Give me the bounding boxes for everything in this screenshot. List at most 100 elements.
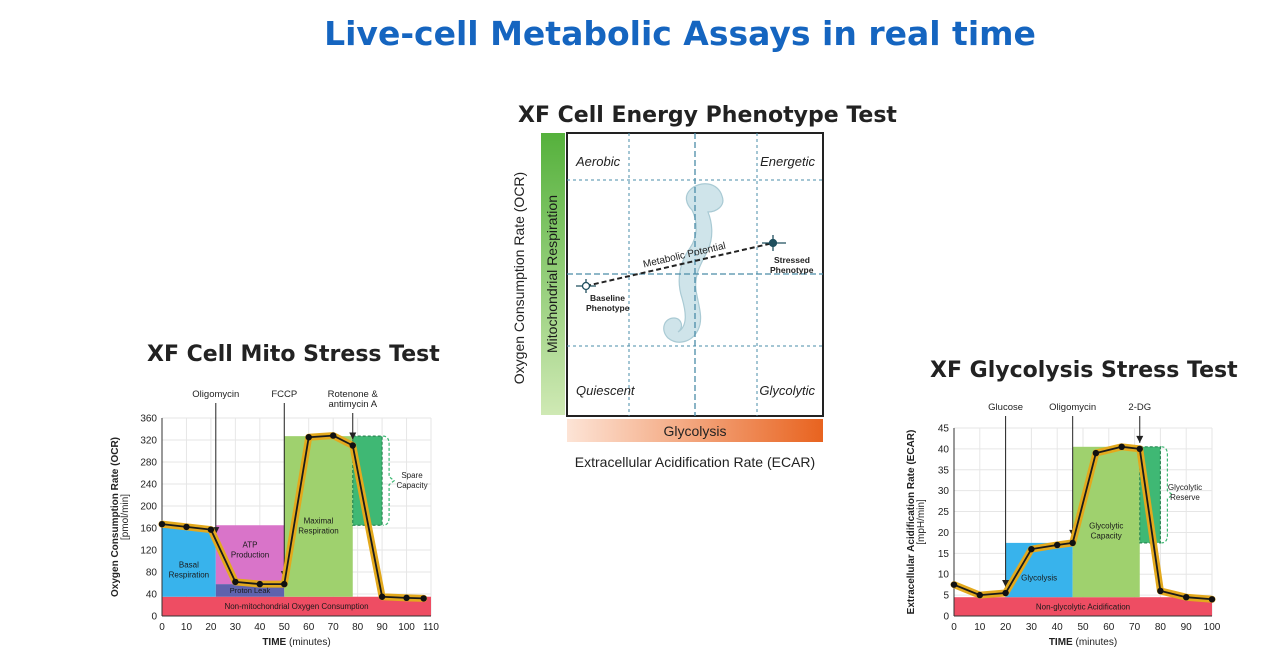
region-label: Non-glycolytic Acidification bbox=[1036, 602, 1130, 611]
data-point bbox=[329, 432, 337, 439]
y-tick-label: 240 bbox=[140, 480, 157, 491]
data-point bbox=[1208, 596, 1216, 603]
x-tick-label: 80 bbox=[1155, 622, 1167, 633]
data-point bbox=[1069, 539, 1076, 547]
data-point bbox=[1054, 541, 1061, 549]
y-tick-label: 320 bbox=[140, 436, 157, 447]
x-tick-label: 100 bbox=[1204, 622, 1221, 633]
data-point bbox=[378, 593, 386, 600]
basal-respiration-region bbox=[162, 528, 216, 597]
x-tick-label: 30 bbox=[1026, 622, 1038, 633]
region-label: Maximal bbox=[304, 517, 334, 526]
y-tick-label: 0 bbox=[943, 612, 949, 623]
stressed-label-2: Phenotype bbox=[770, 265, 814, 275]
baseline-label-2: Phenotype bbox=[586, 303, 630, 313]
spare-capacity-label: Capacity bbox=[396, 481, 427, 490]
injection-arrowhead bbox=[1002, 580, 1010, 588]
y-axis-label: Extracellular Acidification Rate (ECAR) bbox=[906, 430, 917, 615]
region-label: Respiration bbox=[169, 571, 209, 580]
x-tick-label: 60 bbox=[1103, 622, 1115, 633]
x-axis-label: TIME (minutes) bbox=[1049, 637, 1117, 648]
seahorse-watermark bbox=[663, 183, 724, 343]
region-label: Glycolysis bbox=[1021, 573, 1057, 582]
y-tick-label: 35 bbox=[938, 465, 950, 476]
x-tick-label: 50 bbox=[1077, 622, 1089, 633]
data-point bbox=[207, 526, 215, 533]
y-tick-label: 40 bbox=[146, 590, 158, 601]
data-point bbox=[1136, 445, 1143, 453]
data-point bbox=[183, 523, 190, 531]
injection-label: Oligomycin bbox=[192, 389, 239, 400]
y-tick-label: 0 bbox=[151, 612, 157, 623]
y-tick-label: 10 bbox=[938, 570, 950, 581]
glycolytic-capacity-region bbox=[1072, 446, 1140, 598]
injection-label: FCCP bbox=[271, 389, 297, 400]
x-tick-label: 20 bbox=[205, 622, 217, 633]
spare-capacity-bracket bbox=[383, 435, 396, 526]
region-label: Proton Leak bbox=[230, 586, 271, 595]
region-label: ATP bbox=[243, 540, 258, 549]
data-point bbox=[158, 520, 166, 528]
quadrant-glycolytic: Glycolytic bbox=[759, 383, 815, 398]
x-tick-label: 70 bbox=[1129, 622, 1141, 633]
injection-label: Rotenone & bbox=[328, 389, 379, 400]
phenotype-x-outer-label: Extracellular Acidification Rate (ECAR) bbox=[575, 454, 815, 470]
data-point bbox=[1002, 589, 1009, 597]
non-glycolytic-region bbox=[954, 597, 1212, 616]
atp-production-region bbox=[215, 525, 285, 585]
x-tick-label: 40 bbox=[1052, 622, 1064, 633]
data-point bbox=[1157, 587, 1164, 595]
injection-arrowhead bbox=[349, 432, 357, 440]
x-tick-label: 10 bbox=[974, 622, 986, 633]
y-axis-unit-label: [mpH/min] bbox=[916, 499, 927, 545]
x-tick-label: 100 bbox=[398, 622, 415, 633]
y-tick-label: 15 bbox=[938, 549, 950, 560]
phenotype-y-bar-label: Mitochondrial Respiration bbox=[544, 195, 560, 353]
x-tick-label: 20 bbox=[1000, 622, 1012, 633]
mitochondrial-respiration-bar bbox=[541, 133, 565, 415]
y-tick-label: 30 bbox=[938, 486, 950, 497]
phenotype-dashed-grid bbox=[567, 133, 823, 416]
data-point bbox=[420, 595, 427, 602]
y-tick-label: 280 bbox=[140, 458, 157, 469]
glycolysis-bar bbox=[567, 419, 823, 442]
stressed-point bbox=[762, 235, 786, 251]
data-point bbox=[305, 434, 312, 441]
glyco-title: XF Glycolysis Stress Test bbox=[930, 358, 1238, 383]
x-tick-label: 60 bbox=[303, 622, 315, 633]
quadrant-aerobic: Aerobic bbox=[575, 154, 621, 169]
x-tick-label: 30 bbox=[230, 622, 242, 633]
data-point bbox=[403, 594, 410, 602]
glycolytic-reserve-label: Reserve bbox=[1170, 493, 1200, 502]
baseline-label-1: Baseline bbox=[590, 293, 625, 303]
y-tick-label: 5 bbox=[943, 591, 949, 602]
series-line bbox=[953, 445, 1213, 601]
region-label: Basal bbox=[179, 561, 199, 570]
region-label: Respiration bbox=[298, 527, 338, 536]
x-tick-label: 10 bbox=[181, 622, 193, 633]
mito-title: XF Cell Mito Stress Test bbox=[147, 342, 440, 367]
y-axis-label: Oxygen Consumption Rate (OCR) bbox=[110, 437, 121, 597]
y-tick-label: 360 bbox=[140, 414, 157, 425]
x-tick-label: 0 bbox=[951, 622, 957, 633]
x-tick-label: 80 bbox=[352, 622, 364, 633]
quadrant-quiescent: Quiescent bbox=[576, 383, 636, 398]
data-point bbox=[1118, 443, 1125, 450]
x-tick-label: 90 bbox=[1181, 622, 1193, 633]
data-point bbox=[950, 581, 958, 588]
y-axis-unit-label: [pmol/min] bbox=[120, 494, 131, 540]
data-point bbox=[232, 578, 239, 586]
region-label: Production bbox=[231, 550, 269, 559]
quadrant-energetic: Energetic bbox=[760, 154, 815, 169]
y-tick-label: 25 bbox=[938, 507, 950, 518]
x-tick-label: 110 bbox=[423, 622, 439, 633]
x-tick-label: 70 bbox=[328, 622, 340, 633]
x-tick-label: 90 bbox=[377, 622, 389, 633]
series-line bbox=[161, 434, 424, 600]
x-axis-label: TIME (minutes) bbox=[262, 637, 330, 648]
region-label: Glycolytic bbox=[1089, 521, 1123, 530]
data-point bbox=[256, 580, 264, 588]
